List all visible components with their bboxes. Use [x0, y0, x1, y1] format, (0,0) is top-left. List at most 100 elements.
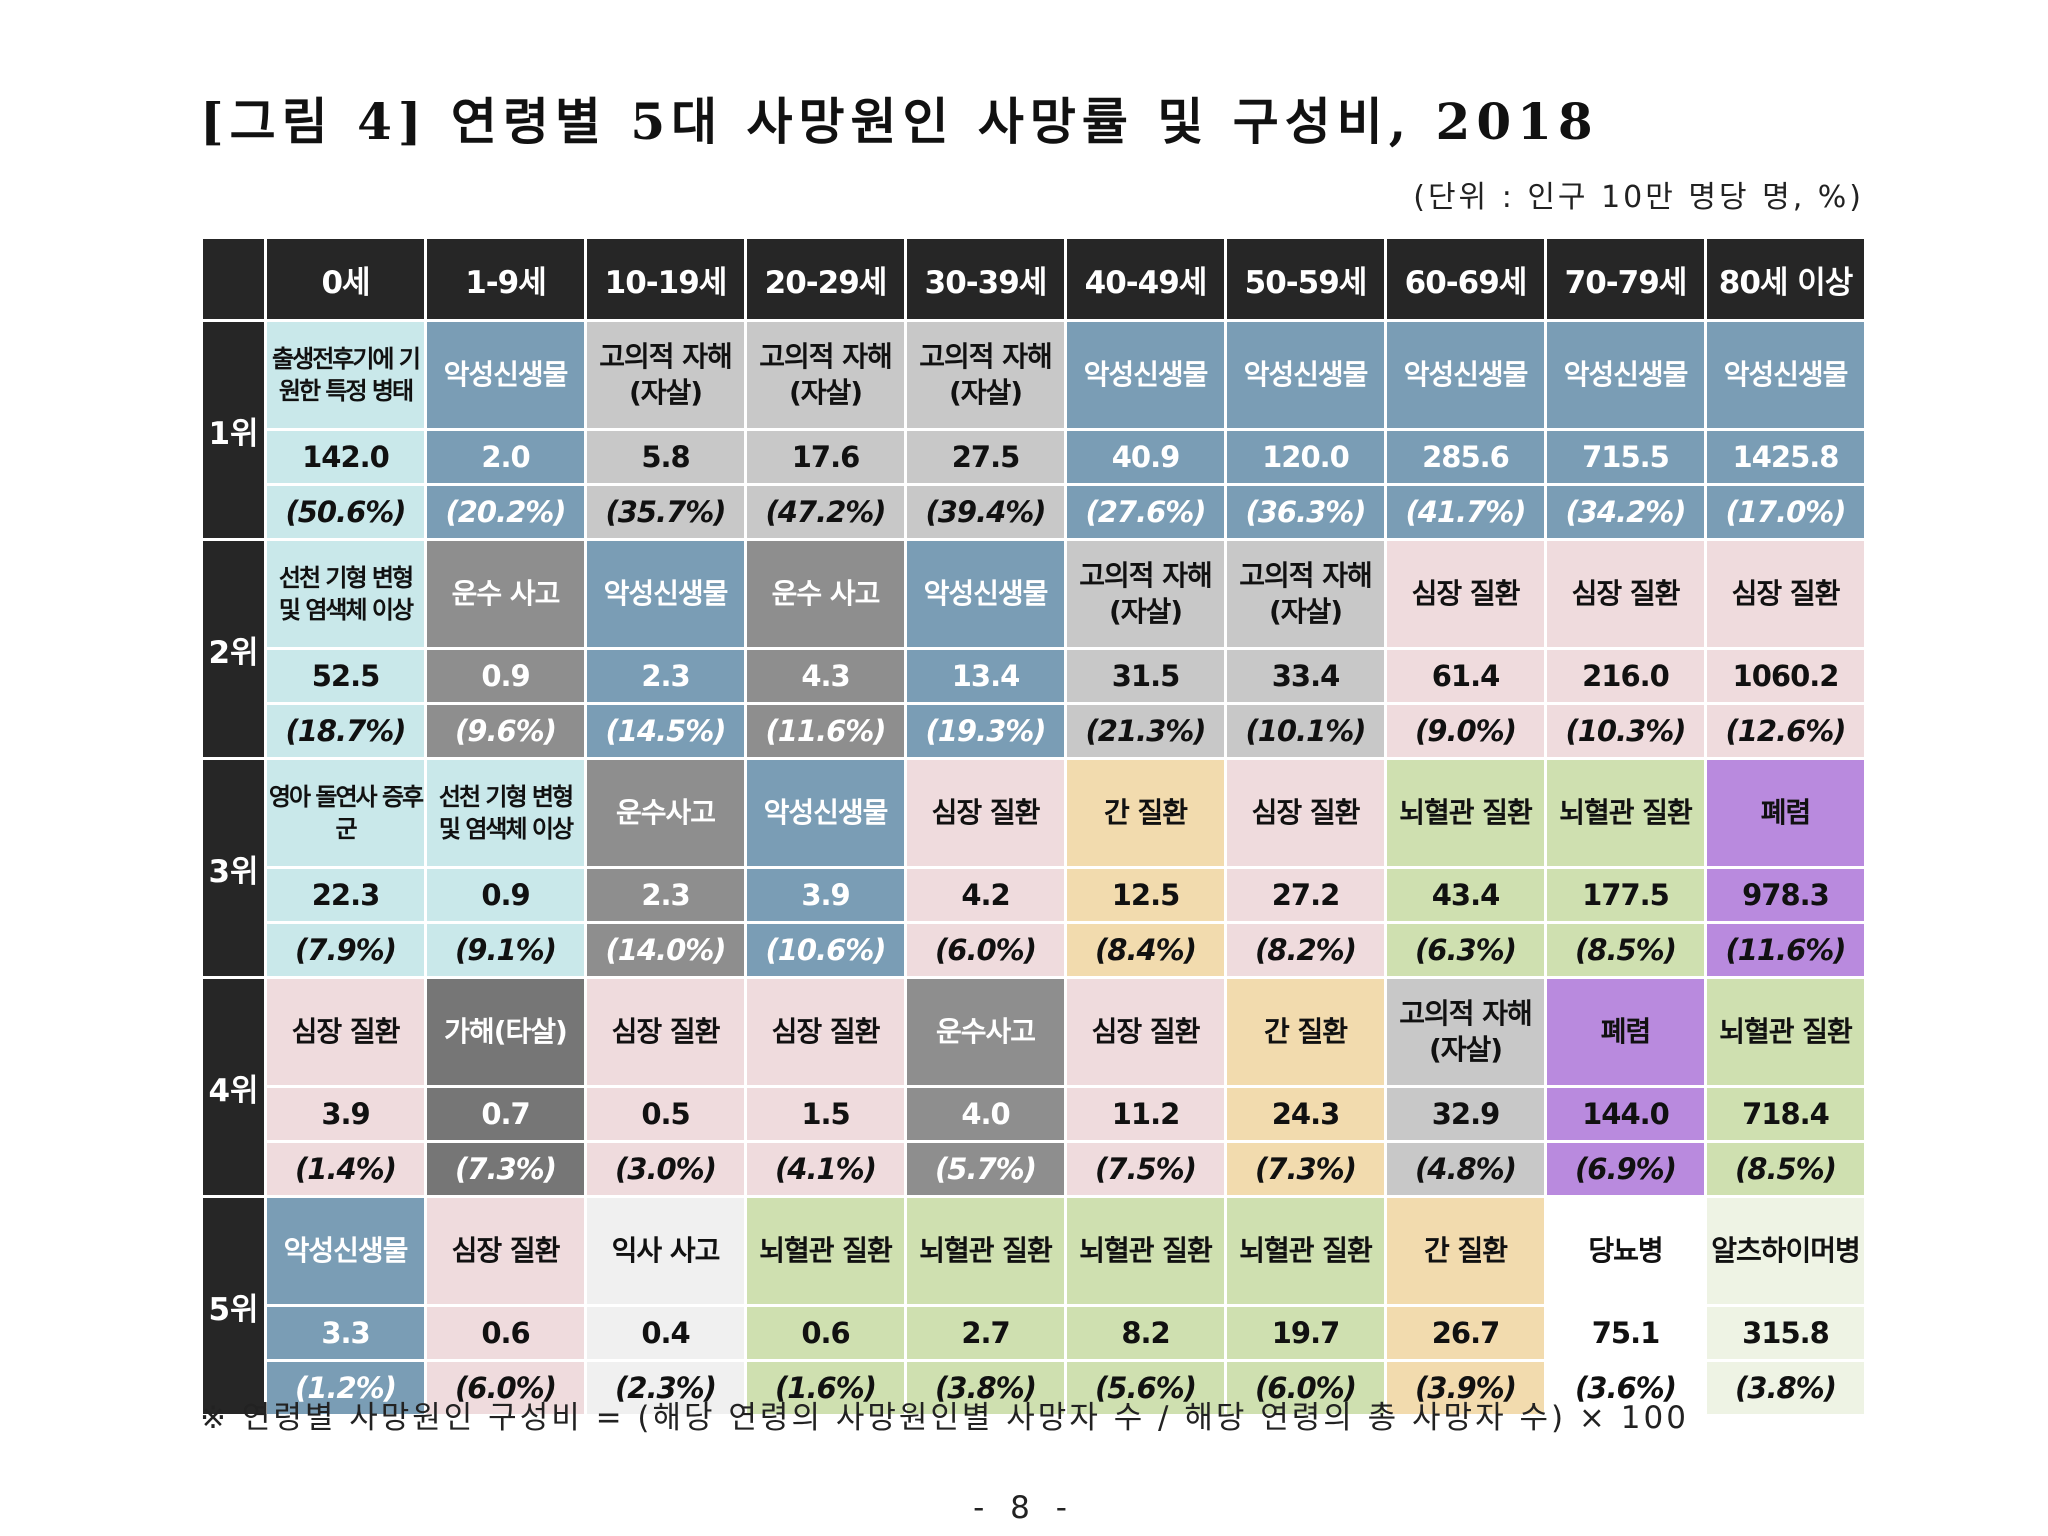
age-header: 50-59세 [1224, 236, 1387, 322]
cause-cell: 심장 질환 [744, 976, 907, 1088]
cause-cell: 악성신생물 [1064, 319, 1227, 431]
share-cell: (6.3%) [1384, 921, 1547, 979]
share-cell: (7.3%) [1224, 1140, 1387, 1198]
rate-cell: 8.2 [1064, 1304, 1227, 1362]
rate-cell: 4.3 [744, 647, 907, 705]
share-cell: (17.0%) [1704, 483, 1867, 541]
rate-cell: 13.4 [904, 647, 1067, 705]
cause-cell: 선천 기형 변형 및 염색체 이상 [264, 538, 427, 650]
rate-cell: 978.3 [1704, 866, 1867, 924]
cause-cell: 고의적 자해(자살) [1064, 538, 1227, 650]
cause-cell: 심장 질환 [584, 976, 747, 1088]
rate-cell: 17.6 [744, 428, 907, 486]
rate-cell: 2.7 [904, 1304, 1067, 1362]
share-cell: (3.0%) [584, 1140, 747, 1198]
share-cell: (6.0%) [424, 1359, 587, 1417]
table-row: 3.9 0.7 0.5 1.5 4.0 11.2 24.3 32.9 144.0 718.4 [202, 1085, 1867, 1143]
share-cell: (5.7%) [904, 1140, 1067, 1198]
rate-cell: 61.4 [1384, 647, 1547, 705]
share-cell: (6.0%) [1224, 1359, 1387, 1417]
table-row: 142.0 2.0 5.8 17.6 27.5 40.9 120.0 285.6 715.5 14… [202, 428, 1867, 486]
page-number: - 8 - [973, 1490, 1075, 1526]
age-header: 70-79세 [1544, 236, 1707, 322]
share-cell: (10.1%) [1224, 702, 1387, 760]
cause-cell: 뇌혈관 질환 [744, 1195, 907, 1307]
cause-cell: 고의적 자해(자살) [584, 319, 747, 431]
share-cell: (8.5%) [1544, 921, 1707, 979]
share-cell: (11.6%) [744, 702, 907, 760]
rate-cell: 285.6 [1384, 428, 1547, 486]
share-cell: (7.9%) [264, 921, 427, 979]
share-cell: (8.2%) [1224, 921, 1387, 979]
unit-label: (단위 : 인구 10만 명당 명, %) [1413, 180, 1864, 215]
rate-cell: 0.6 [744, 1304, 907, 1362]
share-cell: (2.3%) [584, 1359, 747, 1417]
cause-cell: 악성신생물 [1544, 319, 1707, 431]
cause-cell: 심장 질환 [1224, 757, 1387, 869]
share-cell: (3.6%) [1544, 1359, 1707, 1417]
cause-cell: 가해(타살) [424, 976, 587, 1088]
share-cell: (10.6%) [744, 921, 907, 979]
cause-cell: 간 질환 [1064, 757, 1227, 869]
cause-cell: 운수 사고 [744, 538, 907, 650]
table-row: (1.4%) (7.3%) (3.0%) (4.1%) (5.7%) (7.5%) (7.3… [202, 1140, 1867, 1198]
share-cell: (12.6%) [1704, 702, 1867, 760]
share-cell: (6.0%) [904, 921, 1067, 979]
rate-cell: 5.8 [584, 428, 747, 486]
share-cell: (4.1%) [744, 1140, 907, 1198]
cause-cell: 선천 기형 변형 및 염색체 이상 [424, 757, 587, 869]
age-header: 40-49세 [1064, 236, 1227, 322]
age-header-row: 0세 1-9세 10-19세 20-29세 30-39세 40-49세 50-59세 60-6… [200, 236, 1867, 322]
share-cell: (14.5%) [584, 702, 747, 760]
rate-cell: 315.8 [1704, 1304, 1867, 1362]
cause-cell: 심장 질환 [424, 1195, 587, 1307]
rank-label: 4위 [200, 976, 267, 1198]
rate-cell: 0.9 [424, 647, 587, 705]
figure-title: [그림 4] 연령별 5대 사망원인 사망률 및 구성비, 2018 [200, 92, 1599, 151]
cause-cell: 당뇨병 [1544, 1195, 1707, 1307]
rate-cell: 2.3 [584, 866, 747, 924]
rate-cell: 3.3 [264, 1304, 427, 1362]
rate-cell: 216.0 [1544, 647, 1707, 705]
rate-cell: 0.7 [424, 1085, 587, 1143]
share-cell: (9.0%) [1384, 702, 1547, 760]
cause-cell: 고의적 자해(자살) [744, 319, 907, 431]
share-cell: (11.6%) [1704, 921, 1867, 979]
table-row: (18.7%) (9.6%) (14.5%) (11.6%) (19.3%) (21.3%… [202, 702, 1867, 760]
cause-cell: 뇌혈관 질환 [1064, 1195, 1227, 1307]
age-header: 20-29세 [744, 236, 907, 322]
share-cell: (19.3%) [904, 702, 1067, 760]
share-cell: (8.5%) [1704, 1140, 1867, 1198]
rate-cell: 52.5 [264, 647, 427, 705]
share-cell: (3.9%) [1384, 1359, 1547, 1417]
rate-cell: 31.5 [1064, 647, 1227, 705]
cause-cell: 운수사고 [584, 757, 747, 869]
cause-cell: 심장 질환 [1384, 538, 1547, 650]
cause-cell: 고의적 자해(자살) [1224, 538, 1387, 650]
rate-cell: 19.7 [1224, 1304, 1387, 1362]
share-cell: (39.4%) [904, 483, 1067, 541]
share-cell: (1.6%) [744, 1359, 907, 1417]
age-header: 60-69세 [1384, 236, 1547, 322]
rate-cell: 4.2 [904, 866, 1067, 924]
cause-cell: 악성신생물 [744, 757, 907, 869]
rate-cell: 24.3 [1224, 1085, 1387, 1143]
cause-cell: 폐렴 [1704, 757, 1867, 869]
age-header: 80세 이상 [1704, 236, 1867, 322]
share-cell: (1.4%) [264, 1140, 427, 1198]
rate-cell: 718.4 [1704, 1085, 1867, 1143]
cause-cell: 뇌혈관 질환 [904, 1195, 1067, 1307]
share-cell: (50.6%) [264, 483, 427, 541]
rate-cell: 1425.8 [1704, 428, 1867, 486]
rate-cell: 22.3 [264, 866, 427, 924]
cause-cell: 심장 질환 [904, 757, 1067, 869]
rank-label: 2위 [200, 538, 267, 760]
table-row: 1위 출생전후기에 기원한 특정 병태 악성신생물 고의적 자해(자살) 고의적 자해(… [200, 319, 1867, 541]
cause-cell: 뇌혈관 질환 [1704, 976, 1867, 1088]
cause-cell: 악성신생물 [264, 1195, 427, 1307]
rate-cell: 0.6 [424, 1304, 587, 1362]
cause-cell: 심장 질환 [264, 976, 427, 1088]
share-cell: (4.8%) [1384, 1140, 1547, 1198]
table-row: 52.5 0.9 2.3 4.3 13.4 31.5 33.4 61.4 216.0 1060.2 [202, 647, 1867, 705]
share-cell: (8.4%) [1064, 921, 1227, 979]
